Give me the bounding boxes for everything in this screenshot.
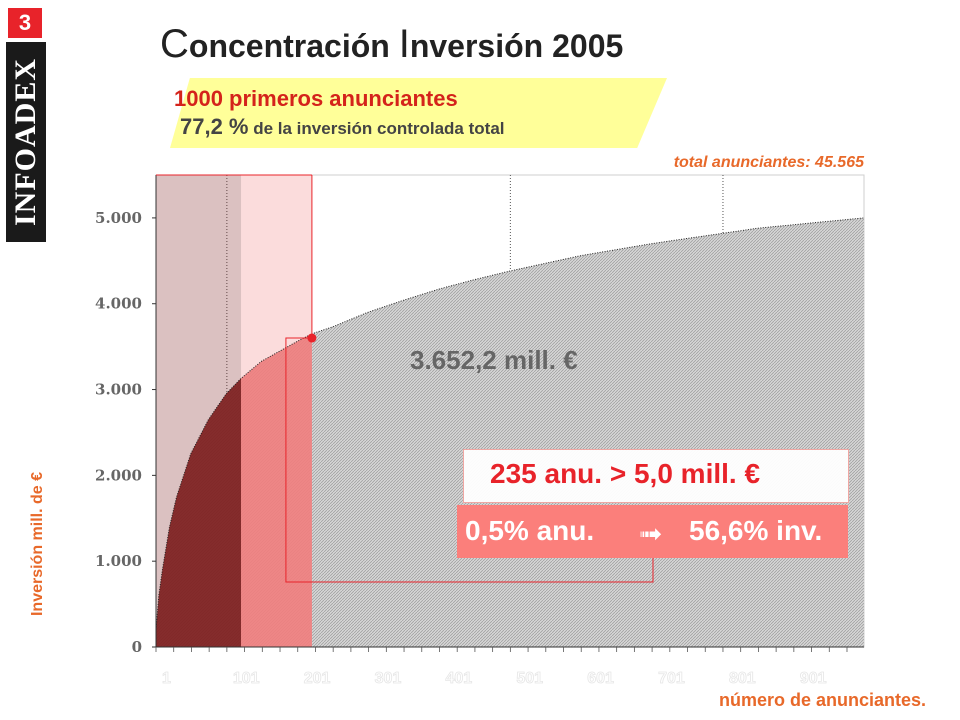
infoadex-logo: INFOADEX [6, 42, 46, 242]
connector-line [285, 337, 654, 583]
x-tick-label: 901 [800, 670, 827, 687]
highlight-line-1: 1000 primeros anunciantes [174, 86, 458, 111]
page-title: Concentración Inversión 2005 [160, 22, 624, 66]
y-tick-label: 2.000 [95, 466, 142, 484]
y-tick-label: 0 [132, 638, 142, 656]
x-tick-label: 401 [445, 670, 472, 687]
y-tick-label: 3.000 [95, 381, 142, 399]
y-tick-label: 1.000 [95, 552, 142, 570]
y-axis-label: Inversión mill. de € [29, 471, 46, 617]
shaded-band-1 [156, 175, 242, 647]
arrow-right-icon: ➟ [639, 517, 663, 550]
highlight-banner [170, 78, 667, 148]
x-tick-label: 601 [587, 670, 614, 687]
investment-share: 56,6% inv. [689, 515, 823, 546]
x-tick-label: 701 [658, 670, 685, 687]
y-tick-label: 4.000 [95, 295, 142, 313]
top-advertisers-text: 235 anu. > 5,0 mill. € [490, 458, 761, 489]
x-tick-label: 101 [233, 670, 260, 687]
x-tick-label: 1 [162, 670, 171, 687]
x-tick-label: 301 [375, 670, 402, 687]
shaded-band-2 [241, 175, 312, 647]
cumulative-value-label: 3.652,2 mill. € [410, 345, 578, 375]
x-tick-label: 501 [516, 670, 543, 687]
highlight-line-2: 77,2 % de la inversión controlada total [180, 114, 505, 139]
advertiser-share: 0,5% anu. [465, 515, 595, 546]
page-number-badge: 3 [8, 8, 42, 38]
top-advertisers-box: 235 anu. > 5,0 mill. € [463, 449, 849, 503]
x-tick-label: 201 [304, 670, 331, 687]
highlight-percent: 77,2 % [180, 114, 249, 139]
marked-point [307, 333, 317, 343]
y-tick-label: 5.000 [95, 209, 142, 227]
share-box: 0,5% anu. ➟ 56,6% inv. [457, 505, 848, 558]
x-tick-label: 801 [729, 670, 756, 687]
total-advertisers-note: total anunciantes: 45.565 [673, 154, 864, 171]
x-axis-label: número de anunciantes. [718, 690, 926, 710]
